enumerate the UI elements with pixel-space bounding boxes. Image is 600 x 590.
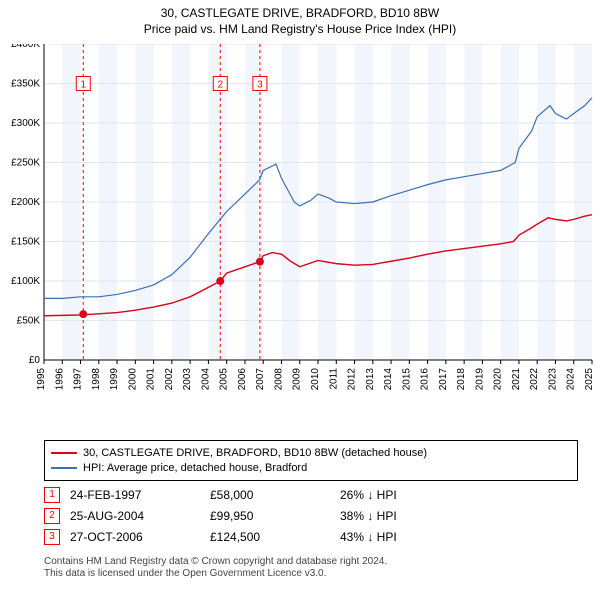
svg-text:2018: 2018: [456, 368, 467, 391]
svg-text:2003: 2003: [182, 368, 193, 391]
svg-text:2022: 2022: [529, 368, 540, 391]
legend: 30, CASTLEGATE DRIVE, BRADFORD, BD10 8BW…: [44, 440, 578, 481]
chart-svg: £0 £50K £100K £150K £200K £250K £300K £350K £400…: [0, 44, 600, 410]
svg-text:2019: 2019: [474, 368, 485, 391]
svg-text:2009: 2009: [292, 368, 303, 391]
svg-text:£100K: £100K: [11, 276, 40, 287]
svg-text:2010: 2010: [310, 368, 321, 391]
svg-text:2025: 2025: [584, 368, 595, 391]
svg-text:2016: 2016: [420, 368, 431, 391]
event-row: 1 24-FEB-1997 £58,000 26% ↓ HPI: [44, 484, 407, 505]
event-price: £99,950: [210, 505, 340, 526]
legend-item: 30, CASTLEGATE DRIVE, BRADFORD, BD10 8BW…: [51, 446, 571, 460]
event-date: 24-FEB-1997: [70, 484, 210, 505]
event-marker-icon: 2: [44, 508, 60, 524]
svg-text:£400K: £400K: [11, 44, 40, 50]
page-title: 30, CASTLEGATE DRIVE, BRADFORD, BD10 8BW: [0, 0, 600, 20]
svg-text:1995: 1995: [36, 368, 47, 391]
legend-item: HPI: Average price, detached house, Brad…: [51, 461, 571, 475]
event-marker-icon: 1: [44, 487, 60, 503]
event-price: £124,500: [210, 526, 340, 547]
page-subtitle: Price paid vs. HM Land Registry's House …: [0, 20, 600, 36]
legend-label: 30, CASTLEGATE DRIVE, BRADFORD, BD10 8BW…: [83, 446, 427, 460]
svg-text:£150K: £150K: [11, 237, 40, 248]
price-chart: £0 £50K £100K £150K £200K £250K £300K £350K £400…: [0, 44, 600, 410]
svg-text:1999: 1999: [109, 368, 120, 391]
event-row: 2 25-AUG-2004 £99,950 38% ↓ HPI: [44, 505, 407, 526]
svg-text:£300K: £300K: [11, 118, 40, 129]
svg-text:3: 3: [257, 80, 263, 91]
svg-text:2006: 2006: [237, 368, 248, 391]
svg-text:2023: 2023: [547, 368, 558, 391]
legend-label: HPI: Average price, detached house, Brad…: [83, 461, 307, 475]
svg-text:2011: 2011: [328, 368, 339, 390]
event-date: 27-OCT-2006: [70, 526, 210, 547]
svg-text:£350K: £350K: [11, 79, 40, 90]
svg-text:2013: 2013: [365, 368, 376, 391]
svg-text:£250K: £250K: [11, 158, 40, 169]
svg-text:2012: 2012: [347, 368, 358, 391]
svg-text:£0: £0: [29, 355, 41, 366]
footer: Contains HM Land Registry data © Crown c…: [44, 556, 564, 580]
events-table: 1 24-FEB-1997 £58,000 26% ↓ HPI 2 25-AUG…: [44, 484, 564, 547]
svg-text:2015: 2015: [401, 368, 412, 391]
event-marker-icon: 3: [44, 529, 60, 545]
svg-text:£50K: £50K: [17, 316, 41, 327]
svg-text:1998: 1998: [91, 368, 102, 391]
svg-text:2021: 2021: [511, 368, 522, 391]
event-delta: 38% ↓ HPI: [340, 505, 407, 526]
svg-text:2017: 2017: [438, 368, 449, 391]
footer-line: This data is licensed under the Open Gov…: [44, 568, 564, 580]
legend-swatch: [51, 467, 77, 469]
svg-text:£200K: £200K: [11, 197, 40, 208]
event-delta: 43% ↓ HPI: [340, 526, 407, 547]
svg-text:2008: 2008: [273, 368, 284, 391]
footer-line: Contains HM Land Registry data © Crown c…: [44, 556, 564, 568]
svg-text:1: 1: [80, 80, 86, 91]
svg-text:2005: 2005: [219, 368, 230, 391]
svg-text:2014: 2014: [383, 368, 394, 391]
svg-text:1996: 1996: [54, 368, 65, 391]
legend-swatch: [51, 452, 77, 454]
svg-text:2004: 2004: [200, 368, 211, 391]
event-delta: 26% ↓ HPI: [340, 484, 407, 505]
svg-text:2001: 2001: [146, 368, 157, 391]
event-price: £58,000: [210, 484, 340, 505]
svg-text:2024: 2024: [566, 368, 577, 391]
svg-text:2002: 2002: [164, 368, 175, 391]
event-row: 3 27-OCT-2006 £124,500 43% ↓ HPI: [44, 526, 407, 547]
svg-text:2020: 2020: [493, 368, 504, 391]
event-date: 25-AUG-2004: [70, 505, 210, 526]
svg-text:2: 2: [217, 80, 223, 91]
svg-text:1997: 1997: [73, 368, 84, 391]
svg-text:2007: 2007: [255, 368, 266, 391]
svg-text:2000: 2000: [127, 368, 138, 391]
